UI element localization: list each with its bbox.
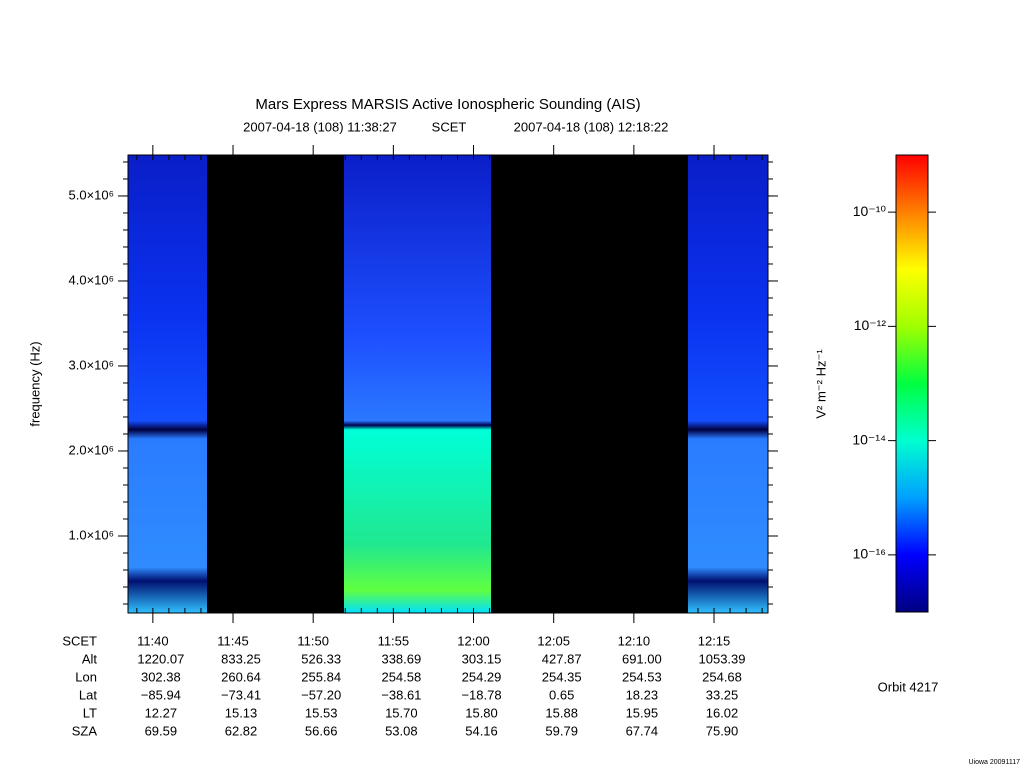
table-cell: 69.59 [145,723,178,738]
orbit: Orbit 4217 [878,679,939,694]
row-label: Lon [75,669,97,684]
table-cell: 338.69 [381,651,421,666]
y-axis-label: frequency (Hz) [27,341,42,426]
y-tick-label: 4.0×10⁶ [69,272,114,287]
table-cell: −73.41 [221,687,261,702]
x-tick-label: 11:55 [378,633,410,648]
x-tick-label: 11:40 [137,633,169,648]
table-cell: 15.53 [305,705,338,720]
plot-frame [127,154,769,614]
colorbar-tick-label: 10⁻¹⁰ [853,203,887,219]
table-cell: 302.38 [141,669,181,684]
row-label: Lat [79,687,97,702]
table-cell: 33.25 [706,687,739,702]
table-cell: 691.00 [622,651,662,666]
table-cell: 255.84 [301,669,341,684]
table-cell: 254.35 [542,669,582,684]
table-cell: 75.90 [706,723,739,738]
table-cell: 833.25 [221,651,261,666]
table-cell: 254.58 [381,669,421,684]
colorbar [895,154,929,613]
table-cell: 12.27 [145,705,178,720]
colorbar-tick-label: 10⁻¹⁴ [852,431,886,447]
scet-start: 2007-04-18 (108) 11:38:27 [243,119,397,134]
y-tick-label: 1.0×10⁶ [69,527,114,542]
colorbar-tick-label: 10⁻¹² [854,317,887,333]
table-cell: 15.80 [465,705,498,720]
table-cell: 54.16 [465,723,498,738]
spectrum-block [688,155,768,613]
table-cell: 15.88 [545,705,578,720]
table-cell: 526.33 [301,651,341,666]
credit: Uiowa 20091117 [968,759,1020,766]
chart-title: Mars Express MARSIS Active Ionospheric S… [255,96,640,113]
table-cell: −18.78 [461,687,501,702]
y-tick-label: 3.0×10⁶ [69,357,114,372]
table-cell: 254.68 [702,669,742,684]
table-cell: 16.02 [706,705,739,720]
table-cell: 260.64 [221,669,261,684]
table-cell: 1053.39 [699,651,746,666]
y-tick-label: 5.0×10⁶ [69,187,114,202]
table-cell: 56.66 [305,723,338,738]
table-cell: 427.87 [542,651,582,666]
table-cell: 67.74 [626,723,659,738]
table-cell: 0.65 [549,687,574,702]
table-cell: 15.13 [225,705,258,720]
scet-label: SCET [432,119,467,134]
table-cell: −38.61 [381,687,421,702]
x-tick-label: 12:10 [618,633,651,648]
spectrogram [128,155,768,613]
y-tick-label: 2.0×10⁶ [69,442,114,457]
colorbar-tick-label: 10⁻¹⁶ [853,546,886,562]
table-cell: 15.95 [626,705,659,720]
table-cell: 303.15 [462,651,502,666]
table-cell: 62.82 [225,723,258,738]
table-cell: 254.29 [462,669,502,684]
x-tick-label: 12:05 [537,633,570,648]
x-tick-label: 11:45 [217,633,249,648]
x-tick-label: 11:50 [297,633,329,648]
row-label: SZA [72,723,98,738]
table-cell: 1220.07 [137,651,184,666]
table-cell: −85.94 [141,687,181,702]
spectrum-block [128,155,207,613]
colorbar-label: V² m⁻² Hz⁻¹ [813,349,828,419]
table-cell: 59.79 [545,723,578,738]
table-cell: 18.23 [626,687,659,702]
row-label: LT [83,705,97,720]
x-tick-label: 12:15 [698,633,731,648]
spectrum-block [344,155,491,613]
table-cell: −57.20 [301,687,341,702]
table-cell: 254.53 [622,669,662,684]
x-tick-label: 12:00 [457,633,490,648]
table-cell: 53.08 [385,723,418,738]
row-label: SCET [62,633,97,648]
table-cell: 15.70 [385,705,418,720]
scet-end: 2007-04-18 (108) 12:18:22 [514,119,669,134]
row-label: Alt [82,651,98,666]
